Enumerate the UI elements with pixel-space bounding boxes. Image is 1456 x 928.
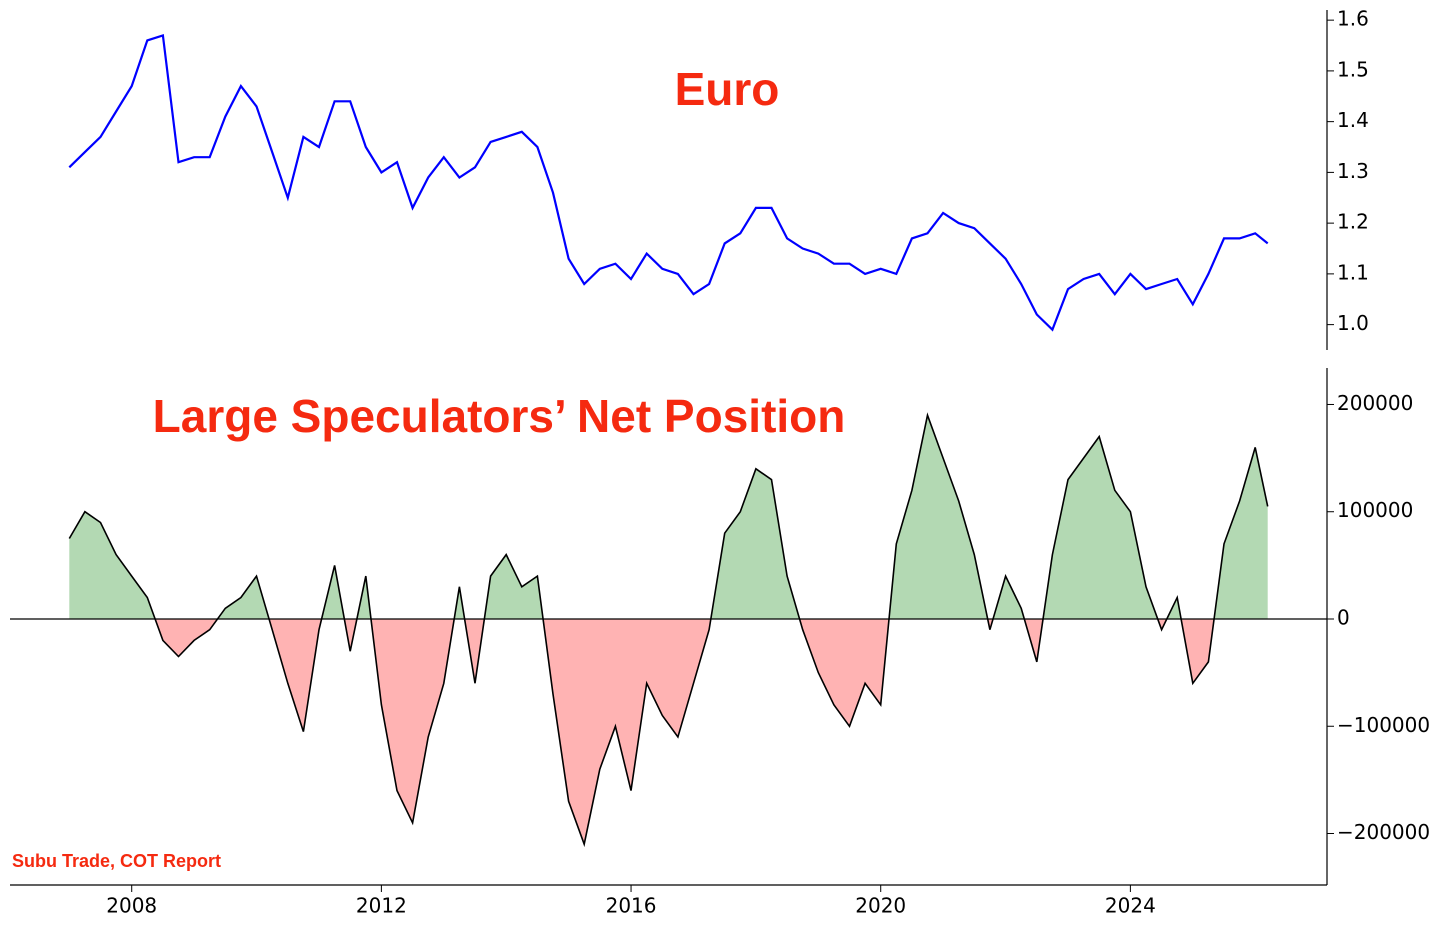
y-tick-label: 1.6 — [1337, 7, 1369, 31]
line — [68, 33, 1269, 332]
y-tick-label: −200000 — [1337, 820, 1430, 844]
x-tick-label: 2020 — [855, 894, 906, 918]
x-tick-label: 2008 — [106, 894, 157, 918]
y-tick-label: 1.1 — [1337, 260, 1369, 284]
y-tick-label: 1.3 — [1337, 159, 1369, 183]
area-positive — [69, 415, 1268, 619]
area-negative — [69, 618, 1268, 845]
x-tick-label: 2024 — [1105, 894, 1156, 918]
y-tick-label: 1.0 — [1337, 311, 1369, 335]
x-tick-label: 2012 — [356, 894, 407, 918]
title: Large Speculators’ Net Position — [153, 390, 846, 442]
y-tick-label: 1.5 — [1337, 57, 1369, 81]
y-tick-label: −100000 — [1337, 713, 1430, 737]
title: Euro — [675, 63, 780, 115]
y-tick-label: 0 — [1337, 605, 1350, 629]
source-note: Subu Trade, COT Report — [12, 851, 221, 871]
line — [68, 412, 1269, 848]
y-tick-label: 1.4 — [1337, 108, 1369, 132]
y-tick-label: 1.2 — [1337, 210, 1369, 234]
y-tick-label: 200000 — [1337, 391, 1413, 415]
x-tick-label: 2016 — [606, 894, 657, 918]
y-tick-label: 100000 — [1337, 498, 1413, 522]
